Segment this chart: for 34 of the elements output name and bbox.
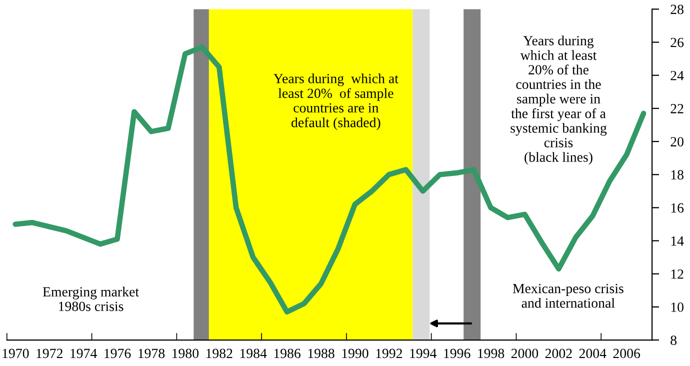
text: Years during which at least 20% of the countries in the sample were in the first year of a systemic banking crisis (black lines) — [510, 36, 607, 165]
y-tick-label: 26 — [670, 38, 684, 48]
x-tick-label: 1998 — [478, 348, 504, 358]
annotation: Mexican-peso crisis and international — [512, 284, 624, 308]
y-tick-label: 20 — [670, 137, 684, 146]
annotation: Years during which at least 20% of sample countries are in default (shaded) — [274, 74, 398, 130]
y-tick-label: 14 — [671, 236, 684, 246]
x-tick-label: 2004 — [579, 348, 606, 358]
x-tick-label: 1974 — [70, 348, 97, 358]
x-tick-label: 1992 — [376, 348, 402, 358]
x-tick-label: 1982 — [206, 348, 232, 358]
x-tick-label: 1986 — [274, 348, 301, 358]
y-tick-label: 12 — [671, 269, 684, 279]
x-tick-label: 1980 — [172, 348, 199, 358]
x-tick-label: 2000 — [511, 348, 538, 358]
x-tick-label: 1994 — [410, 348, 437, 358]
y-tick-label: 28 — [670, 4, 684, 14]
x-tick-label: 1996 — [444, 348, 470, 358]
x-tick-label: 1970 — [2, 348, 29, 358]
y-tick-label: 10 — [671, 302, 684, 312]
x-tick-label: 1976 — [104, 348, 131, 358]
x-tick-label: 2002 — [545, 348, 572, 358]
x-tick-label: 1990 — [342, 348, 368, 358]
y-tick-label: 16 — [671, 203, 684, 213]
x-tick-label: 1972 — [36, 348, 62, 358]
y-tick-label: 24 — [670, 70, 684, 80]
annotation: Emerging market 1980s crisis — [42, 286, 139, 312]
x-tick-label: 1978 — [138, 348, 165, 358]
y-tick-label: 22 — [670, 104, 684, 114]
x-tick-label: 1984 — [240, 348, 267, 358]
y-tick-label: 8 — [670, 336, 677, 345]
y-tick-label: 18 — [671, 170, 684, 180]
x-tick-label: 2006 — [613, 348, 640, 358]
x-tick-label: 1988 — [308, 348, 334, 358]
